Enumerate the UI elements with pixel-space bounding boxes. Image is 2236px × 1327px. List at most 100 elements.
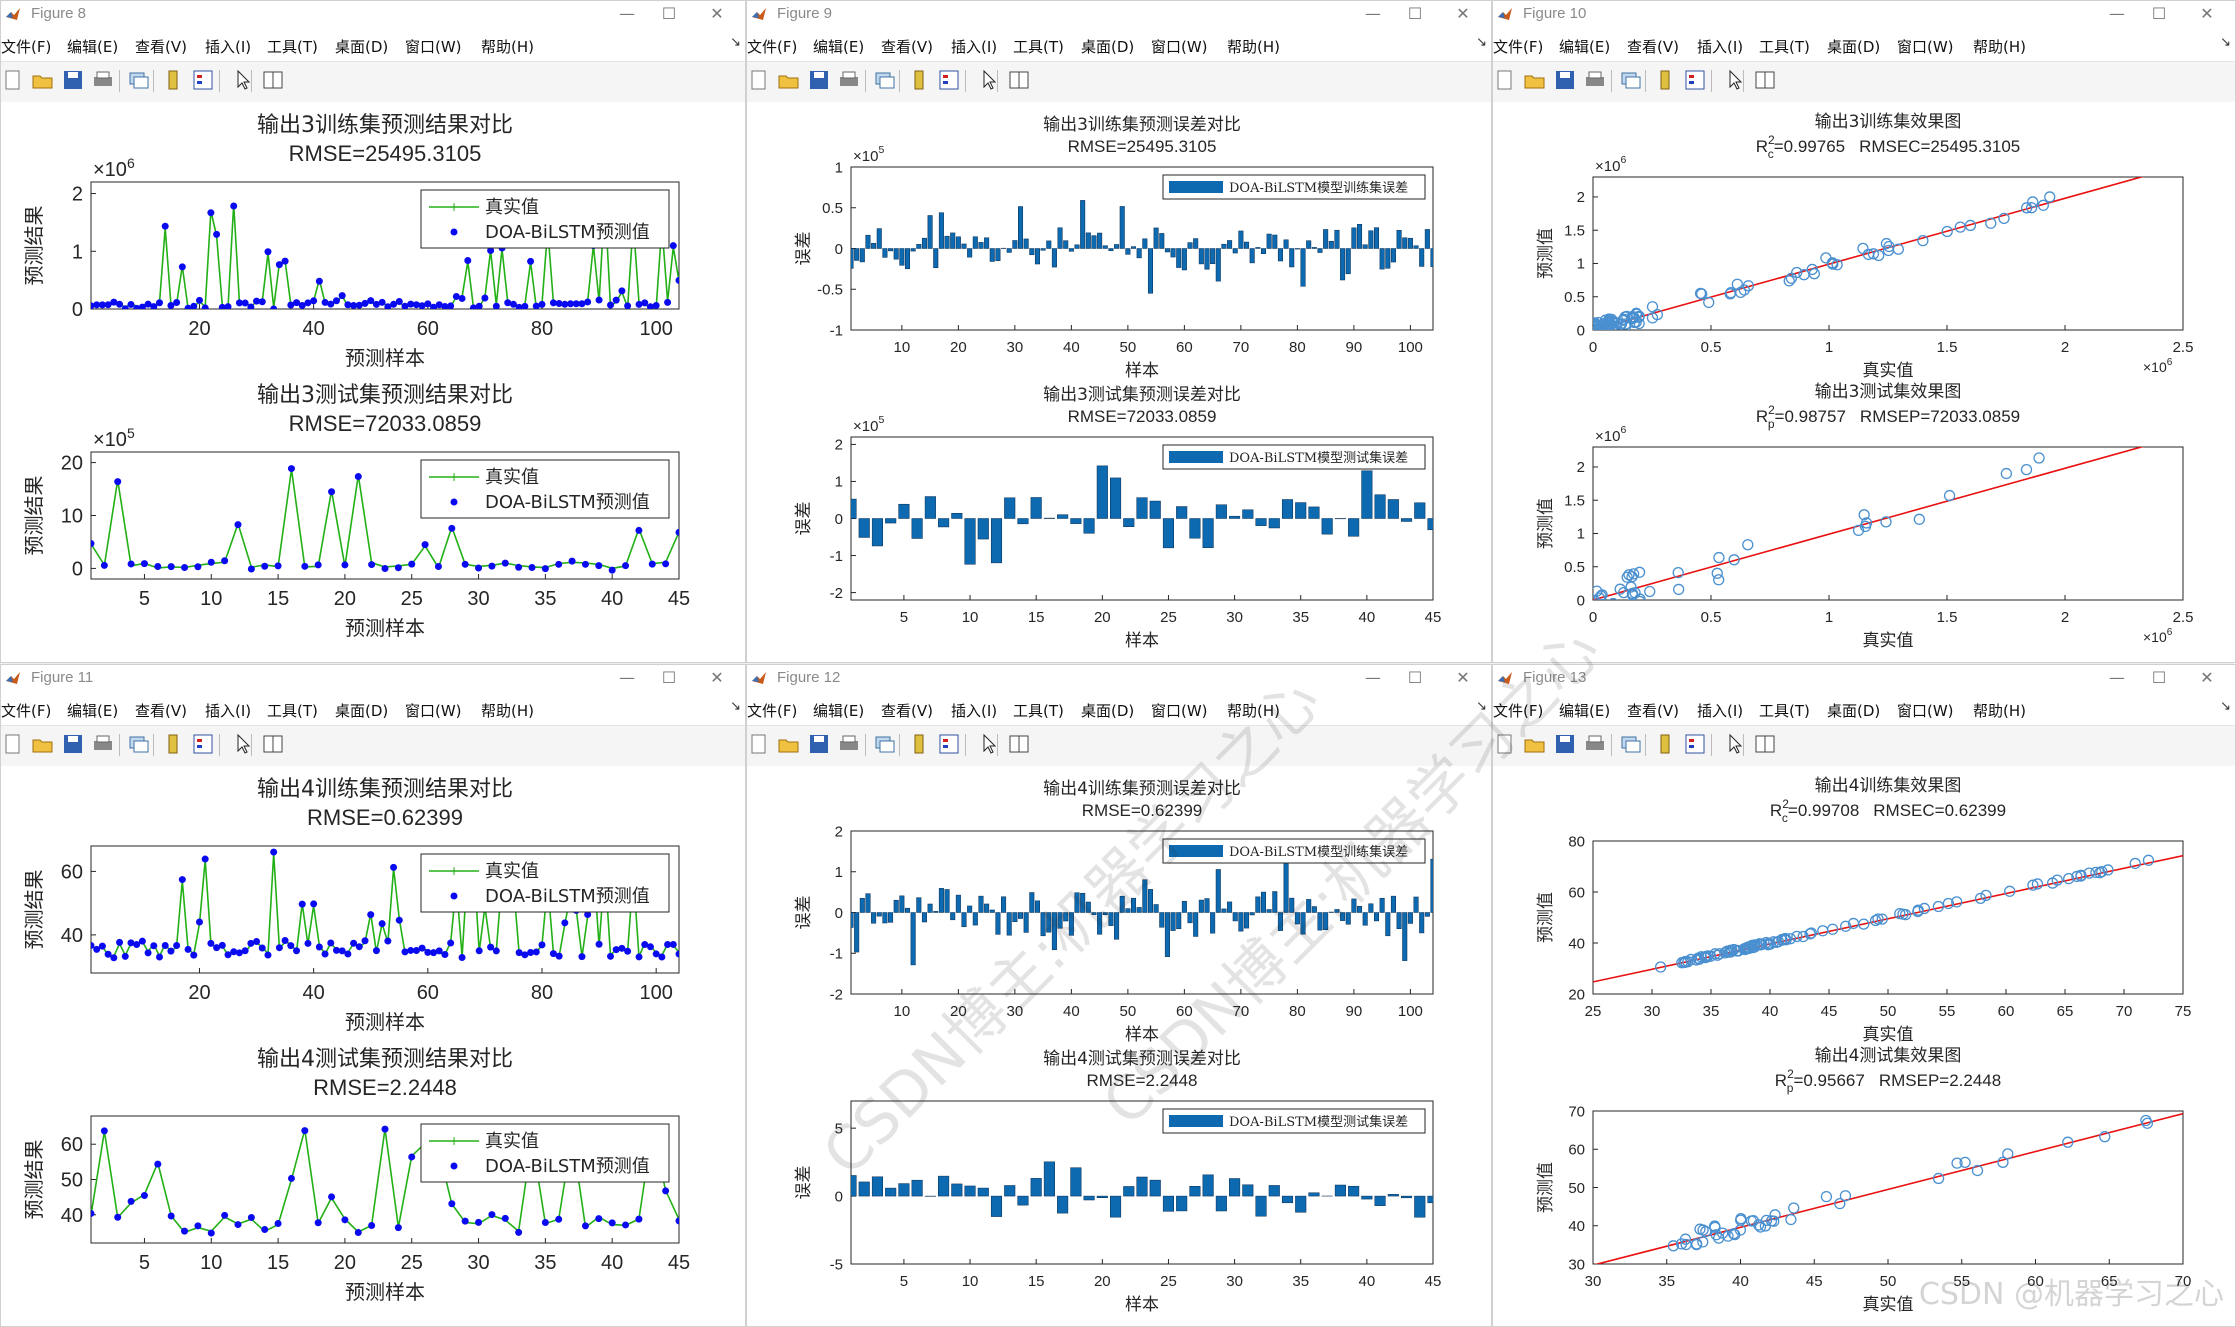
close-button[interactable]: ✕ [1456, 668, 1470, 687]
menu-item[interactable]: 桌面(D) [335, 702, 389, 720]
menu-item[interactable]: 文件(F) [1493, 702, 1544, 720]
menu-item[interactable]: 帮助(H) [1973, 702, 2026, 720]
colorbar-icon[interactable] [161, 68, 185, 92]
link-icon[interactable] [873, 732, 897, 756]
minimize-button[interactable]: — [1365, 668, 1381, 687]
link-icon[interactable] [127, 732, 151, 756]
property-editor-icon[interactable] [1753, 68, 1777, 92]
open-folder-icon[interactable] [777, 68, 801, 92]
open-folder-icon[interactable] [31, 732, 55, 756]
menu-item[interactable]: 帮助(H) [1227, 38, 1280, 56]
menu-item[interactable]: 工具(T) [1759, 38, 1810, 56]
menu-item[interactable]: 编辑(E) [813, 38, 865, 56]
menu-item[interactable]: 编辑(E) [1559, 702, 1611, 720]
close-button[interactable]: ✕ [2200, 4, 2214, 23]
figure-window[interactable]: Figure 9 — ☐ ✕ 文件(F) 编辑(E) 查看(V) 插入(I) 工具(T) 桌面(D… [746, 0, 1492, 663]
minimize-button[interactable]: — [1365, 4, 1381, 23]
title-bar[interactable]: Figure 9 — ☐ ✕ [747, 1, 1491, 27]
link-icon[interactable] [873, 68, 897, 92]
save-icon[interactable] [807, 68, 831, 92]
menu-item[interactable]: 文件(F) [1, 38, 52, 56]
print-icon[interactable] [91, 732, 115, 756]
menu-item[interactable]: 插入(I) [205, 38, 252, 56]
figure-window[interactable]: Figure 13 — ☐ ✕ 文件(F) 编辑(E) 查看(V) 插入(I) 工具(T) 桌面(… [1492, 664, 2236, 1327]
save-icon[interactable] [1553, 732, 1577, 756]
menu-item[interactable]: 查看(V) [881, 702, 933, 720]
close-button[interactable]: ✕ [710, 4, 724, 23]
menu-item[interactable]: 桌面(D) [335, 38, 389, 56]
menu-item[interactable]: 窗口(W) [1151, 702, 1208, 720]
menu-item[interactable]: 编辑(E) [67, 702, 119, 720]
menu-item[interactable]: 插入(I) [1697, 38, 1744, 56]
save-icon[interactable] [61, 732, 85, 756]
maximize-button[interactable]: ☐ [2151, 668, 2167, 687]
new-file-icon[interactable] [747, 68, 771, 92]
title-bar[interactable]: Figure 11 — ☐ ✕ [1, 665, 745, 691]
menu-item[interactable]: 窗口(W) [405, 38, 462, 56]
close-button[interactable]: ✕ [1456, 4, 1470, 23]
menu-item[interactable]: 桌面(D) [1081, 702, 1135, 720]
menu-item[interactable]: 帮助(H) [481, 38, 534, 56]
menu-item[interactable]: 工具(T) [267, 702, 318, 720]
minimize-button[interactable]: — [619, 668, 635, 687]
new-file-icon[interactable] [747, 732, 771, 756]
pointer-icon[interactable] [1723, 732, 1747, 756]
open-folder-icon[interactable] [1523, 68, 1547, 92]
open-folder-icon[interactable] [1523, 732, 1547, 756]
property-editor-icon[interactable] [1007, 732, 1031, 756]
save-icon[interactable] [807, 732, 831, 756]
title-bar[interactable]: Figure 12 — ☐ ✕ [747, 665, 1491, 691]
pointer-icon[interactable] [231, 732, 255, 756]
open-folder-icon[interactable] [777, 732, 801, 756]
menu-item[interactable]: 窗口(W) [1897, 38, 1954, 56]
close-button[interactable]: ✕ [710, 668, 724, 687]
dock-arrow-icon[interactable]: ↘ [2220, 35, 2231, 50]
menu-item[interactable]: 文件(F) [1493, 38, 1544, 56]
menu-item[interactable]: 文件(F) [747, 38, 798, 56]
colorbar-icon[interactable] [1653, 68, 1677, 92]
menu-item[interactable]: 窗口(W) [1897, 702, 1954, 720]
property-editor-icon[interactable] [1753, 732, 1777, 756]
title-bar[interactable]: Figure 10 — ☐ ✕ [1493, 1, 2235, 27]
legend-icon[interactable] [191, 732, 215, 756]
figure-window[interactable]: Figure 10 — ☐ ✕ 文件(F) 编辑(E) 查看(V) 插入(I) 工具(T) 桌面(… [1492, 0, 2236, 663]
minimize-button[interactable]: — [2109, 4, 2125, 23]
colorbar-icon[interactable] [161, 732, 185, 756]
colorbar-icon[interactable] [907, 732, 931, 756]
legend-icon[interactable] [1683, 68, 1707, 92]
legend-icon[interactable] [937, 732, 961, 756]
legend-icon[interactable] [937, 68, 961, 92]
dock-arrow-icon[interactable]: ↘ [730, 35, 741, 50]
close-button[interactable]: ✕ [2200, 668, 2214, 687]
maximize-button[interactable]: ☐ [2151, 4, 2167, 23]
new-file-icon[interactable] [1, 68, 25, 92]
minimize-button[interactable]: — [2109, 668, 2125, 687]
menu-item[interactable]: 桌面(D) [1827, 38, 1881, 56]
dock-arrow-icon[interactable]: ↘ [730, 699, 741, 714]
link-icon[interactable] [1619, 68, 1643, 92]
print-icon[interactable] [837, 68, 861, 92]
menu-item[interactable]: 查看(V) [1627, 38, 1679, 56]
figure-window[interactable]: Figure 12 — ☐ ✕ 文件(F) 编辑(E) 查看(V) 插入(I) 工具(T) 桌面(… [746, 664, 1492, 1327]
menu-item[interactable]: 工具(T) [1013, 38, 1064, 56]
colorbar-icon[interactable] [907, 68, 931, 92]
maximize-button[interactable]: ☐ [1407, 668, 1423, 687]
menu-item[interactable]: 插入(I) [1697, 702, 1744, 720]
menu-item[interactable]: 桌面(D) [1827, 702, 1881, 720]
pointer-icon[interactable] [977, 732, 1001, 756]
pointer-icon[interactable] [231, 68, 255, 92]
save-icon[interactable] [1553, 68, 1577, 92]
maximize-button[interactable]: ☐ [1407, 4, 1423, 23]
menu-item[interactable]: 编辑(E) [1559, 38, 1611, 56]
menu-item[interactable]: 帮助(H) [1227, 702, 1280, 720]
title-bar[interactable]: Figure 8 — ☐ ✕ [1, 1, 745, 27]
menu-item[interactable]: 帮助(H) [1973, 38, 2026, 56]
new-file-icon[interactable] [1493, 732, 1517, 756]
menu-item[interactable]: 插入(I) [951, 702, 998, 720]
menu-item[interactable]: 插入(I) [205, 702, 252, 720]
new-file-icon[interactable] [1493, 68, 1517, 92]
menu-item[interactable]: 窗口(W) [1151, 38, 1208, 56]
print-icon[interactable] [1583, 732, 1607, 756]
dock-arrow-icon[interactable]: ↘ [2220, 699, 2231, 714]
property-editor-icon[interactable] [1007, 68, 1031, 92]
